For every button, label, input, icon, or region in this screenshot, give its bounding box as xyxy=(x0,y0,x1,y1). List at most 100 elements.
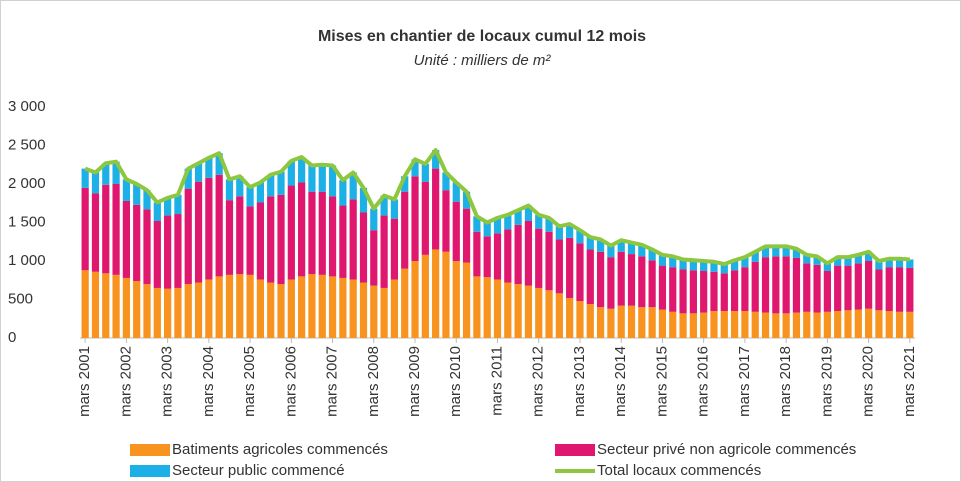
bar-segment xyxy=(823,263,831,272)
bar-segment xyxy=(535,214,543,229)
bar-segment xyxy=(844,310,852,338)
bar-segment xyxy=(875,261,883,270)
bar-segment xyxy=(813,264,821,313)
bar-segment xyxy=(493,279,502,338)
bar-segment xyxy=(885,258,893,268)
bar-segment xyxy=(102,273,110,338)
bar-segment xyxy=(390,218,399,280)
x-tick-label: mars 2016 xyxy=(695,346,712,417)
bar-segment xyxy=(122,200,130,278)
bar-segment xyxy=(328,196,337,277)
bar-segment xyxy=(813,312,821,338)
chart-subtitle: Unité : milliers de m² xyxy=(414,52,552,69)
bar-segment xyxy=(875,269,883,311)
bar-segment xyxy=(710,271,718,312)
bar-segment xyxy=(524,220,533,286)
bar-segment xyxy=(287,279,295,338)
bar-segment xyxy=(442,251,450,338)
legend-label: Secteur privé non agricole commencés xyxy=(597,441,856,458)
bar-segment xyxy=(679,259,687,270)
bar-segment xyxy=(462,262,471,338)
bar-segment xyxy=(730,260,739,271)
y-tick-label: 3 000 xyxy=(8,98,46,115)
bar-segment xyxy=(741,257,749,268)
bar-segment xyxy=(669,267,677,312)
bar-segment xyxy=(617,240,625,252)
bar-segment xyxy=(236,274,244,338)
bar-segment xyxy=(328,276,337,338)
bar-segment xyxy=(741,311,749,338)
bar-segment xyxy=(194,181,203,283)
bar-segment xyxy=(370,285,378,338)
bar-segment xyxy=(112,274,120,338)
bar-segment xyxy=(576,243,584,302)
bar-segment xyxy=(813,256,821,265)
bar-segment xyxy=(205,157,213,178)
bar-segment xyxy=(225,179,234,201)
bar-segment xyxy=(700,271,708,313)
bar-segment xyxy=(236,176,244,197)
bar-segment xyxy=(895,258,904,268)
bar-segment xyxy=(184,168,192,189)
bar-segment xyxy=(566,297,574,338)
bar-segment xyxy=(184,284,192,338)
bar-segment xyxy=(421,181,429,255)
legend-label: Secteur public commencé xyxy=(172,462,345,479)
bar-segment xyxy=(700,261,708,272)
bar-segment xyxy=(607,257,615,309)
bar-segment xyxy=(205,279,213,338)
bar-segment xyxy=(658,265,667,310)
bar-segment xyxy=(627,305,636,338)
bar-segment xyxy=(359,187,368,213)
x-tick-label: mars 2021 xyxy=(901,346,918,417)
bar-segment xyxy=(865,261,873,309)
total-line xyxy=(84,148,910,267)
bar-segment xyxy=(751,251,759,262)
bar-segment xyxy=(81,168,89,188)
bar-segment xyxy=(432,168,440,250)
bar-segment xyxy=(514,284,522,338)
bar-segment xyxy=(751,261,759,312)
bar-segment xyxy=(782,246,790,257)
bar-segment xyxy=(246,187,254,207)
x-tick-label: mars 2019 xyxy=(818,346,835,417)
bar-segment xyxy=(689,260,697,271)
x-tick-label: mars 2006 xyxy=(282,346,299,417)
bar-segment xyxy=(689,313,697,338)
x-tick-label: mars 2010 xyxy=(447,346,464,417)
bar-segment xyxy=(174,194,182,215)
bar-segment xyxy=(844,265,852,311)
bar-segment xyxy=(596,307,605,338)
bar-segment xyxy=(256,202,265,280)
bar-segment xyxy=(390,199,399,219)
bar-segment xyxy=(854,254,862,264)
bar-segment xyxy=(256,279,265,338)
x-tick-label: mars 2003 xyxy=(159,346,176,417)
bar-segment xyxy=(277,171,285,195)
bar-segment xyxy=(287,160,295,186)
bar-segment xyxy=(267,174,275,197)
bar-segment xyxy=(854,263,862,310)
legend-label: Batiments agricoles commencés xyxy=(172,441,388,458)
bar-segment xyxy=(483,222,491,237)
bar-segment xyxy=(555,226,563,240)
bar-segment xyxy=(823,311,831,338)
bar-segment xyxy=(411,261,419,338)
bar-segment xyxy=(638,307,646,338)
bar-segment xyxy=(648,260,656,308)
bar-segment xyxy=(834,311,842,338)
bar-segment xyxy=(91,271,100,338)
bar-segment xyxy=(782,313,790,338)
bar-segment xyxy=(308,274,316,338)
bar-segment xyxy=(164,215,172,289)
bar-segment xyxy=(122,277,130,338)
bar-segment xyxy=(401,176,409,192)
bar-segment xyxy=(215,153,223,175)
bar-segment xyxy=(895,311,904,338)
bar-segment xyxy=(153,287,161,338)
bar-segment xyxy=(215,174,223,277)
bar-segment xyxy=(803,254,811,264)
bar-segment xyxy=(792,312,801,338)
bar-segment xyxy=(720,264,728,274)
bar-segment xyxy=(679,313,687,338)
